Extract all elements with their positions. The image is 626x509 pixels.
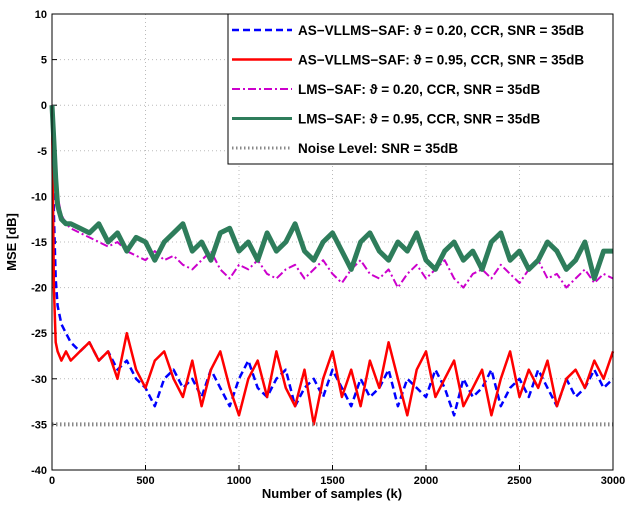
x-tick-label: 3000 (601, 475, 625, 487)
x-tick-label: 500 (136, 475, 154, 487)
y-tick-label: -20 (31, 283, 47, 295)
y-tick-label: -5 (37, 146, 47, 158)
legend-label: AS−VLLMS−SAF: ϑ = 0.95, CCR, SNR = 35dB (298, 53, 584, 68)
x-tick-label: 0 (49, 475, 55, 487)
legend-label: AS−VLLMS−SAF: ϑ = 0.20, CCR, SNR = 35dB (298, 23, 584, 38)
legend-label: LMS−SAF: ϑ = 0.95, CCR, SNR = 35dB (298, 112, 541, 127)
series-line (50, 105, 614, 417)
x-tick-label: 1000 (227, 475, 251, 487)
legend-box (227, 13, 614, 165)
series-line (50, 105, 615, 426)
y-tick-label: -10 (31, 191, 47, 203)
y-tick-label: -30 (31, 374, 47, 386)
series-line (49, 105, 613, 281)
x-tick-label: 2000 (414, 475, 438, 487)
y-tick-label: -15 (31, 237, 47, 249)
y-tick-label: 5 (41, 55, 47, 67)
y-tick-label: -35 (31, 419, 47, 431)
legend: AS−VLLMS−SAF: ϑ = 0.20, CCR, SNR = 35dB A… (227, 13, 614, 165)
y-tick-label: -40 (31, 465, 47, 477)
y-tick-label: -25 (31, 328, 47, 340)
y-tick-label: 0 (41, 100, 47, 112)
series-line (51, 105, 614, 289)
legend-label: LMS−SAF: ϑ = 0.20, CCR, SNR = 35dB (298, 82, 541, 97)
y-tick-label: 10 (35, 9, 47, 21)
x-tick-label: 2500 (507, 475, 531, 487)
x-tick-label: 1500 (320, 475, 344, 487)
x-axis-label: Number of samples (k) (262, 486, 402, 501)
legend-label: Noise Level: SNR = 35dB (298, 141, 458, 156)
y-axis-label: MSE [dB] (4, 213, 19, 271)
